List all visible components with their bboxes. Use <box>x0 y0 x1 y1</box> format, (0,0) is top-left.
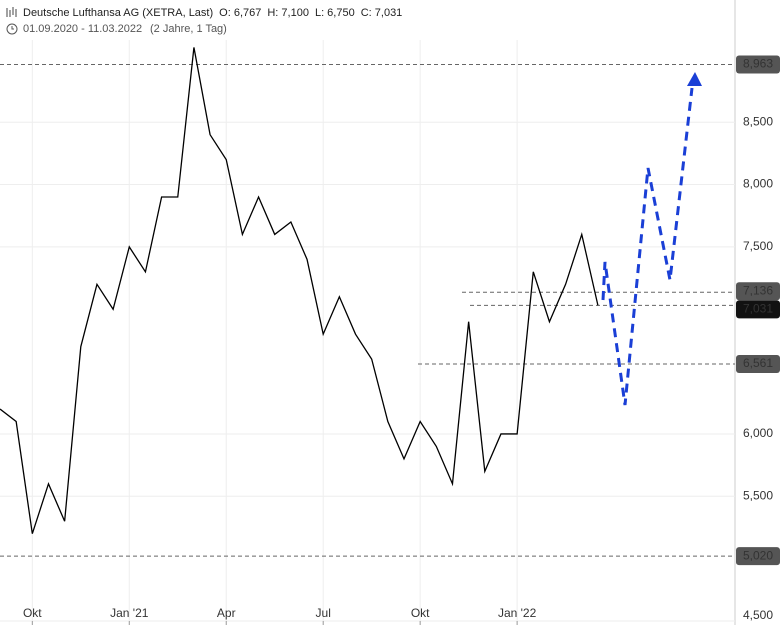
x-tick-label: Jan '21 <box>110 606 149 620</box>
ohlc-value: H: 7,100 <box>267 7 309 19</box>
y-tick-label: 4,500 <box>743 608 773 622</box>
reference-label: 7,136 <box>743 283 773 297</box>
y-tick-label: 8,000 <box>743 177 773 191</box>
clock-icon <box>6 23 18 35</box>
y-tick-label: 5,500 <box>743 488 773 502</box>
plot <box>0 47 599 534</box>
ohlc-value: C: 7,031 <box>361 7 403 19</box>
reference-label-box <box>736 55 780 74</box>
header: Deutsche Lufthansa AG (XETRA, Last) O: 6,… <box>6 7 402 35</box>
reference-label: 5,020 <box>743 548 773 562</box>
reference-label-box <box>736 354 780 373</box>
reference-label-box <box>736 300 780 319</box>
forecast-path <box>601 87 694 406</box>
x-tick-label: Apr <box>217 606 236 620</box>
reference-label: 8,963 <box>743 57 773 71</box>
clock-hands <box>11 26 14 30</box>
y-tick-label: 7,500 <box>743 239 773 253</box>
x-tick-label: Okt <box>23 606 42 620</box>
forecast-arrow <box>601 72 702 406</box>
period: (2 Jahre, 1 Tag) <box>150 23 227 35</box>
reference-label: 6,561 <box>743 356 773 370</box>
grid <box>0 0 736 625</box>
price-line <box>0 47 599 534</box>
chart-icon <box>6 7 17 17</box>
x-tick-label: Jul <box>316 606 331 620</box>
ohlc-value: O: 6,767 <box>219 7 261 19</box>
reference-label-box <box>736 282 780 301</box>
x-tick-label: Jan '22 <box>498 606 537 620</box>
axis-labels: 4,500 5,500 6,000 7,500 8,000 8,500 Okt Jan '21… <box>23 55 780 622</box>
arrow-head <box>687 72 702 86</box>
y-tick-label: 6,000 <box>743 426 773 440</box>
reference-label-box <box>736 547 780 566</box>
date-range: 01.09.2020 - 11.03.2022 <box>23 23 142 35</box>
x-tick-label: Okt <box>411 606 430 620</box>
title: Deutsche Lufthansa AG (XETRA, Last) <box>23 7 213 19</box>
header-text: Deutsche Lufthansa AG (XETRA, Last) O: 6,… <box>23 7 402 19</box>
y-tick-label: 8,500 <box>743 114 773 128</box>
reference-label: 7,031 <box>743 302 773 316</box>
ohlc-value: L: 6,750 <box>315 7 355 19</box>
